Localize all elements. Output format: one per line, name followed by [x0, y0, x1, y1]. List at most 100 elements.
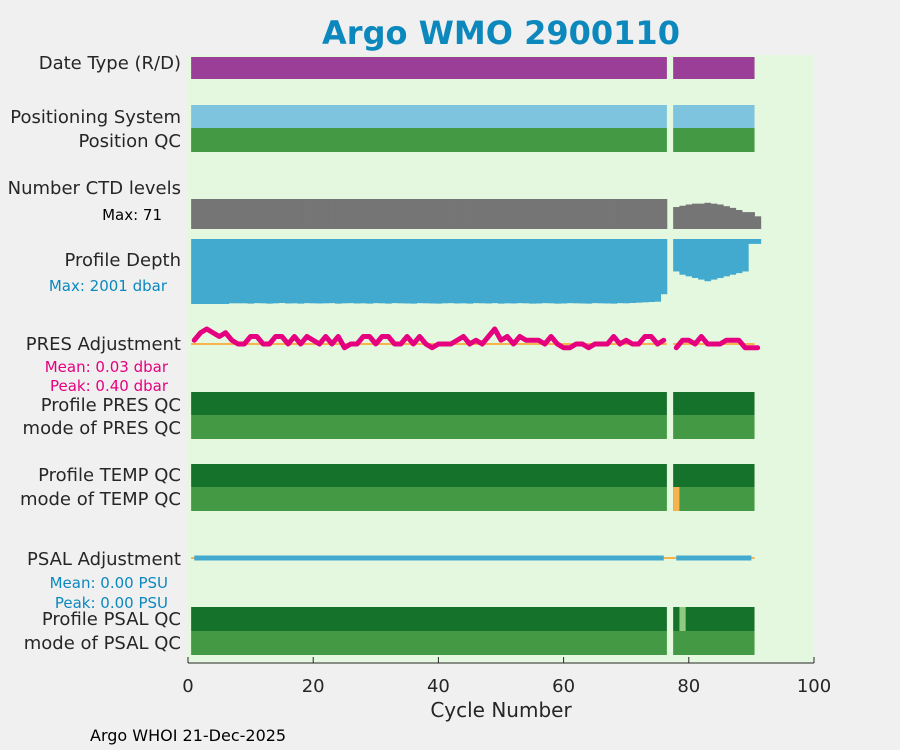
pres-adjustment-point: [230, 338, 234, 342]
ctd-levels-bar: [535, 199, 543, 229]
profile-depth-bar: [372, 239, 380, 304]
footer-credit: Argo WHOI 21-Dec-2025: [90, 726, 286, 745]
x-tick-label: 100: [797, 676, 831, 697]
profile-depth-bar: [422, 239, 430, 304]
pres-adjustment-point: [512, 342, 516, 346]
profile-depth-bar: [328, 239, 336, 304]
mode-psal-qc-label: mode of PSAL QC: [24, 633, 181, 654]
ctd-levels-bar: [328, 199, 336, 229]
profile-depth-bar: [604, 239, 611, 304]
pres-adjustment-point: [380, 335, 384, 338]
ctd-levels-bar: [623, 199, 630, 229]
ctd-levels-bar: [510, 199, 518, 229]
profile-depth-bar: [673, 239, 680, 272]
profile-depth-bar: [748, 239, 755, 244]
profile-depth-bar: [435, 239, 442, 304]
x-axis-label: Cycle Number: [430, 698, 572, 722]
pres-adjustment-point: [224, 331, 228, 335]
pres-adjustment-point: [649, 335, 653, 338]
profile-depth-bar: [754, 239, 762, 244]
pres-adjustment-point: [643, 335, 647, 338]
position-qc-bar-segment-1: [191, 128, 667, 152]
pres-adjustment-point: [343, 346, 346, 350]
profile-depth-bar: [623, 239, 630, 304]
profile-depth-bar: [447, 239, 455, 304]
ctd-levels-bar: [266, 199, 273, 229]
ctd-levels-bar: [422, 199, 430, 229]
ctd-levels-bar: [447, 199, 455, 229]
pres-adjustment-point: [486, 335, 490, 338]
profile-depth-bar: [547, 239, 555, 304]
profile-depth-bar: [472, 239, 480, 304]
pres-adjustment-point: [543, 342, 547, 346]
profile-depth-bar: [554, 239, 561, 304]
pres-adjustment-point: [217, 335, 221, 338]
pres-adjustment-point: [305, 335, 309, 338]
pres-adjustment-point: [311, 338, 315, 342]
profile-depth-max: Max: 2001 dbar: [49, 277, 168, 295]
ctd-levels-bar: [579, 199, 586, 229]
profile-temp-qc-bar-segment-1: [191, 464, 667, 487]
ctd-levels-bar: [241, 199, 248, 229]
ctd-levels-bar: [710, 203, 718, 229]
x-tick-label: 60: [552, 676, 575, 697]
x-axis: 0 20 40 60 80 100: [182, 657, 831, 697]
profile-depth-bar: [266, 239, 273, 304]
ctd-levels-bar: [566, 199, 574, 229]
pres-adjustment-point: [693, 342, 697, 346]
pres-adjustment-label: PRES Adjustment: [26, 334, 181, 355]
pres-adjustment-point: [455, 338, 459, 342]
profile-depth-bar: [197, 239, 205, 304]
profile-depth-bar: [560, 239, 568, 304]
profile-depth-bar: [579, 239, 586, 304]
pres-adjustment-point: [518, 335, 522, 338]
mode-pres-qc-bar-segment-2: [673, 415, 755, 439]
positioning-system-label: Positioning System: [10, 107, 181, 128]
profile-depth-bar: [466, 239, 474, 304]
ctd-levels-bar: [335, 199, 342, 229]
positioning-system-bar-segment-1: [191, 105, 667, 128]
profile-depth-bar: [209, 239, 217, 304]
profile-depth-bar: [723, 239, 730, 277]
profile-depth-bar: [310, 239, 317, 304]
pres-adjustment-point: [424, 342, 428, 346]
ctd-levels-bar: [698, 203, 705, 229]
mode-pres-qc-bar-segment-1: [191, 415, 667, 439]
pres-adjustment-point: [349, 342, 353, 346]
profile-depth-bar: [698, 239, 705, 280]
pres-adjustment-point: [687, 338, 691, 342]
chart-title: Argo WMO 2900110: [322, 14, 680, 52]
ctd-levels-bar: [378, 199, 386, 229]
profile-depth-bar: [572, 239, 580, 304]
ctd-levels-bar: [754, 216, 762, 229]
ctd-levels-bar: [191, 199, 198, 229]
pres-adjustment-point: [274, 335, 278, 338]
pres-adjustment-point: [493, 327, 497, 331]
pres-adjustment-point: [468, 342, 472, 346]
profile-psal-qc-bar-segment-1: [191, 607, 667, 631]
ctd-levels-bar: [203, 199, 211, 229]
plot-area: [188, 55, 814, 663]
profile-depth-bar: [566, 239, 574, 304]
ctd-levels-bar: [547, 199, 555, 229]
profile-pres-qc-bar-segment-2: [673, 392, 755, 415]
pres-adjustment-point: [317, 342, 321, 346]
data-bars: [191, 57, 762, 655]
pres-adjustment-point: [299, 342, 303, 346]
temp-qc-flag-cell: [673, 487, 680, 511]
profile-depth-label: Profile Depth: [64, 250, 181, 271]
pres-adjustment-point: [374, 342, 378, 346]
row-labels: Date Type (R/D) Positioning System Positio…: [8, 53, 181, 654]
ctd-levels-bar: [685, 204, 693, 229]
ctd-levels-bar: [585, 199, 593, 229]
profile-depth-bar: [247, 239, 255, 304]
pres-adjustment-point: [399, 342, 403, 346]
ctd-levels-bar: [629, 199, 636, 229]
pres-adjustment-point: [443, 342, 447, 346]
ctd-levels-bar: [234, 199, 242, 229]
mode-psal-qc-bar-segment-2: [673, 631, 755, 655]
mode-temp-qc-label: mode of TEMP QC: [20, 489, 181, 510]
profile-temp-qc-label: Profile TEMP QC: [38, 465, 181, 486]
ctd-levels-bar: [616, 199, 624, 229]
